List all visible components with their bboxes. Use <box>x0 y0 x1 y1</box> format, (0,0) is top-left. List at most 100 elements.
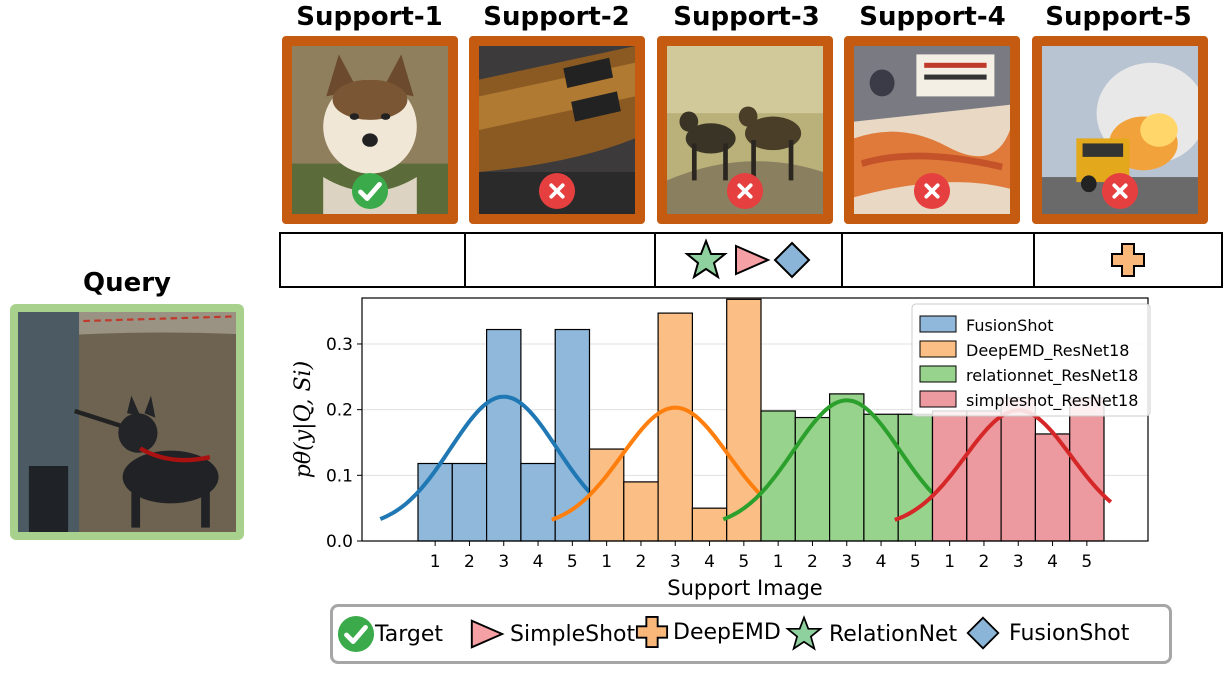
cross-icon <box>1111 243 1145 277</box>
bar <box>657 312 694 542</box>
bar <box>1034 433 1071 542</box>
bar <box>486 328 522 542</box>
jet-bus-photo <box>1042 46 1198 214</box>
x-tick-label: 1 <box>944 552 955 572</box>
x-tick-label: 4 <box>876 552 887 572</box>
star-icon <box>683 238 728 280</box>
support-title-2: Support-2 <box>483 2 630 32</box>
legend-fusionshot: FusionShot <box>965 615 1129 651</box>
support-title-1: Support-1 <box>296 2 443 32</box>
y-axis-label: pθ(y|Q, Si) <box>291 361 316 478</box>
query-image <box>10 304 244 540</box>
x-tick-label: 2 <box>807 552 818 572</box>
cross-icon <box>913 172 951 210</box>
legend-label: RelationNet <box>829 621 958 647</box>
bar <box>897 413 934 542</box>
legend-deepemd: DeepEMD <box>635 615 781 649</box>
x-tick-label: 3 <box>1013 552 1024 572</box>
support-image-3 <box>657 36 833 224</box>
x-tick-label: 3 <box>841 552 852 572</box>
probability-chart: 0.0 0.1 0.2 0.3 1 2 3 4 5 1 2 3 4 5 1 2 3 4 5 1 2 3 4 5 Support … <box>291 297 1151 600</box>
bar <box>691 507 728 542</box>
x-tick-label: 5 <box>738 552 749 572</box>
triangle-icon <box>470 619 505 649</box>
legend-frame <box>911 303 1151 417</box>
chart-legend: FusionShot DeepEMD_ResNet18 relationnet_Re… <box>911 303 1151 417</box>
bar <box>1069 397 1105 542</box>
cross-icon <box>1101 172 1139 210</box>
marker-cell-4 <box>843 234 1035 286</box>
bar <box>520 462 556 542</box>
fit-curve <box>722 398 941 522</box>
support-title-5: Support-5 <box>1045 2 1192 32</box>
x-tick-label: 2 <box>636 552 647 572</box>
fit-curve <box>551 405 770 522</box>
bar <box>554 328 591 542</box>
x-tick-label: 4 <box>1047 552 1058 572</box>
legend-simpleshot: SimpleShot <box>468 615 635 653</box>
legend-swatch <box>919 315 957 333</box>
legend-swatch <box>919 365 957 383</box>
legend-entry: simpleshot_ResNet18 <box>966 391 1138 411</box>
cross-icon <box>726 172 764 210</box>
x-tick-label: 1 <box>601 552 612 572</box>
triangle-icon <box>734 244 770 276</box>
marker-cell-2 <box>466 234 656 286</box>
legend-entry: relationnet_ResNet18 <box>966 366 1138 386</box>
support-image-2 <box>469 36 645 224</box>
series-FusionShot: 1 2 3 4 5 <box>379 328 598 572</box>
wild-dogs-photo <box>667 46 823 214</box>
legend-label: FusionShot <box>1009 620 1130 646</box>
diamond-icon <box>966 616 1000 650</box>
x-axis-label: Support Image <box>667 576 822 600</box>
query-title: Query <box>82 268 172 298</box>
support-image-5 <box>1032 36 1208 224</box>
marker-cell-3 <box>656 234 843 286</box>
y-tick-label: 0.0 <box>326 532 353 552</box>
marker-cell-5 <box>1035 234 1221 286</box>
plot-frame <box>361 297 1149 542</box>
series-DeepEMD_ResNet18: 1 2 3 4 5 <box>551 298 770 572</box>
x-tick-label: 5 <box>567 552 578 572</box>
x-tick-label: 3 <box>498 552 509 572</box>
legend-entry: FusionShot <box>966 316 1054 335</box>
x-tick-label: 2 <box>464 552 475 572</box>
legend-label: DeepEMD <box>673 619 781 645</box>
x-tick-label: 1 <box>773 552 784 572</box>
legend-entry: DeepEMD_ResNet18 <box>966 341 1129 361</box>
check-icon <box>351 172 389 210</box>
series-simpleshot_ResNet18: 1 2 3 4 5 <box>894 397 1113 572</box>
support-title-3: Support-3 <box>673 2 820 32</box>
x-tick-label: 3 <box>670 552 681 572</box>
check-icon <box>337 615 375 653</box>
query-photo <box>18 312 236 532</box>
legend-label: SimpleShot <box>510 621 636 647</box>
legend-swatch <box>919 340 957 358</box>
bar <box>726 298 762 542</box>
bar <box>794 416 831 542</box>
support-image-4 <box>844 36 1020 224</box>
x-tick-label: 2 <box>979 552 990 572</box>
legend-label: Target <box>375 621 444 647</box>
bar <box>417 462 453 542</box>
x-tick-label: 4 <box>704 552 715 572</box>
bar <box>863 413 899 542</box>
support-image-1 <box>282 36 458 224</box>
x-tick-label: 4 <box>533 552 544 572</box>
series-relationnet_ResNet18: 1 2 3 4 5 <box>722 393 941 572</box>
diamond-icon <box>773 241 810 279</box>
legend-target: Target <box>337 615 443 653</box>
marker-cell-1 <box>281 234 466 286</box>
star-icon <box>785 615 823 651</box>
bar <box>451 462 488 542</box>
support-title-4: Support-4 <box>859 2 1006 32</box>
crab-market-photo <box>854 46 1010 214</box>
y-tick-label: 0.1 <box>326 466 353 486</box>
y-tick-label: 0.3 <box>326 335 353 355</box>
x-tick-label: 1 <box>430 552 441 572</box>
cross-icon <box>538 172 576 210</box>
marker-legend: Target SimpleShot DeepEMD RelationNet Fu… <box>330 604 1172 664</box>
bar <box>828 393 865 542</box>
bar <box>1000 397 1036 542</box>
fit-curve <box>379 394 598 521</box>
